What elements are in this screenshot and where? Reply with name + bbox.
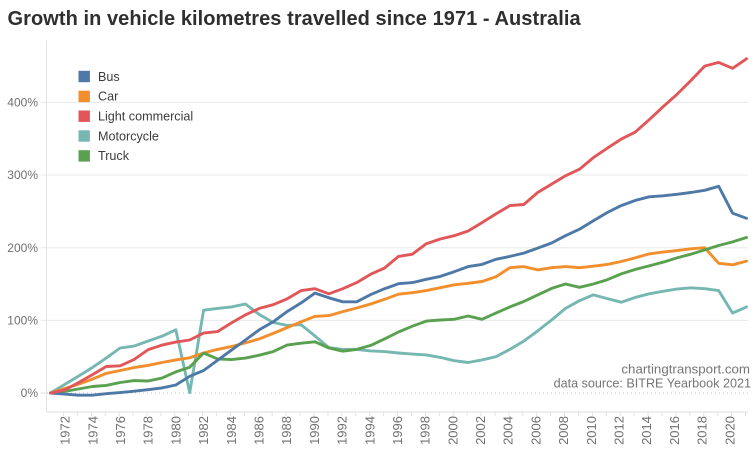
svg-text:2000: 2000 bbox=[445, 416, 460, 445]
svg-text:Car: Car bbox=[98, 90, 118, 104]
svg-text:data source: BITRE Yearbook 20: data source: BITRE Yearbook 2021 bbox=[554, 377, 751, 391]
svg-text:2020: 2020 bbox=[722, 416, 737, 445]
svg-text:1998: 1998 bbox=[418, 416, 433, 445]
svg-text:1988: 1988 bbox=[279, 416, 294, 445]
svg-text:Light commercial: Light commercial bbox=[98, 110, 193, 124]
svg-text:chartingtransport.com: chartingtransport.com bbox=[621, 362, 750, 377]
svg-text:1972: 1972 bbox=[58, 416, 73, 445]
svg-text:Growth in vehicle kilometres t: Growth in vehicle kilometres travelled s… bbox=[8, 8, 582, 30]
svg-text:300%: 300% bbox=[7, 168, 38, 182]
svg-text:1996: 1996 bbox=[390, 416, 405, 445]
svg-text:1982: 1982 bbox=[196, 416, 211, 445]
svg-text:0%: 0% bbox=[21, 386, 39, 400]
svg-text:100%: 100% bbox=[7, 314, 38, 328]
svg-text:1990: 1990 bbox=[307, 416, 322, 445]
svg-text:400%: 400% bbox=[7, 96, 38, 110]
svg-text:Truck: Truck bbox=[98, 149, 130, 163]
svg-text:1978: 1978 bbox=[141, 416, 156, 445]
svg-text:2002: 2002 bbox=[473, 416, 488, 445]
svg-text:1992: 1992 bbox=[335, 416, 350, 445]
svg-text:200%: 200% bbox=[7, 241, 38, 255]
svg-text:Motorcycle: Motorcycle bbox=[98, 129, 159, 143]
svg-text:1986: 1986 bbox=[252, 416, 267, 445]
svg-text:1974: 1974 bbox=[85, 416, 100, 445]
svg-text:Bus: Bus bbox=[98, 70, 120, 84]
svg-text:2004: 2004 bbox=[501, 416, 516, 445]
svg-text:2018: 2018 bbox=[695, 416, 710, 445]
svg-text:2010: 2010 bbox=[584, 416, 599, 445]
svg-text:2014: 2014 bbox=[639, 416, 654, 445]
svg-text:2012: 2012 bbox=[612, 416, 627, 445]
svg-text:2006: 2006 bbox=[528, 416, 543, 445]
svg-text:1980: 1980 bbox=[168, 416, 183, 445]
svg-text:2008: 2008 bbox=[556, 416, 571, 445]
svg-text:1984: 1984 bbox=[224, 416, 239, 445]
svg-text:2016: 2016 bbox=[667, 416, 682, 445]
svg-text:1976: 1976 bbox=[113, 416, 128, 445]
svg-text:1994: 1994 bbox=[362, 416, 377, 445]
